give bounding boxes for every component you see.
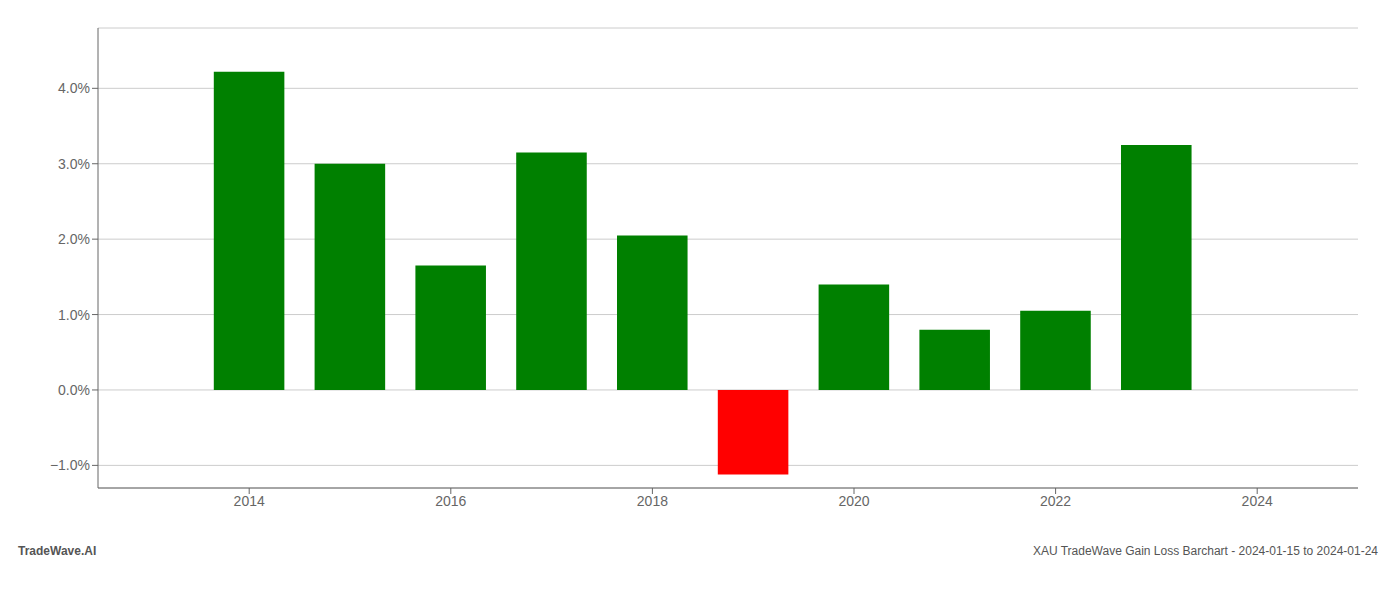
svg-text:2020: 2020 — [838, 493, 869, 509]
svg-text:2018: 2018 — [637, 493, 668, 509]
svg-text:1.0%: 1.0% — [58, 307, 90, 323]
svg-text:4.0%: 4.0% — [58, 80, 90, 96]
html-text:XAU TradeWave Gain Loss Barcha: XAU TradeWave Gain Loss Barchart - 2024-… — [1032, 544, 1378, 558]
svg-text:3.0%: 3.0% — [58, 156, 90, 172]
svg-text:2014: 2014 — [234, 493, 265, 509]
svg-text:2024: 2024 — [1242, 493, 1273, 509]
html-text:TradeWave.AI: TradeWave.AI — [18, 544, 97, 558]
svg-text:−1.0%: −1.0% — [50, 457, 90, 473]
svg-text:2.0%: 2.0% — [58, 231, 90, 247]
svg-text:2016: 2016 — [435, 493, 466, 509]
svg-text:0.0%: 0.0% — [58, 382, 90, 398]
svg-text:2022: 2022 — [1040, 493, 1071, 509]
